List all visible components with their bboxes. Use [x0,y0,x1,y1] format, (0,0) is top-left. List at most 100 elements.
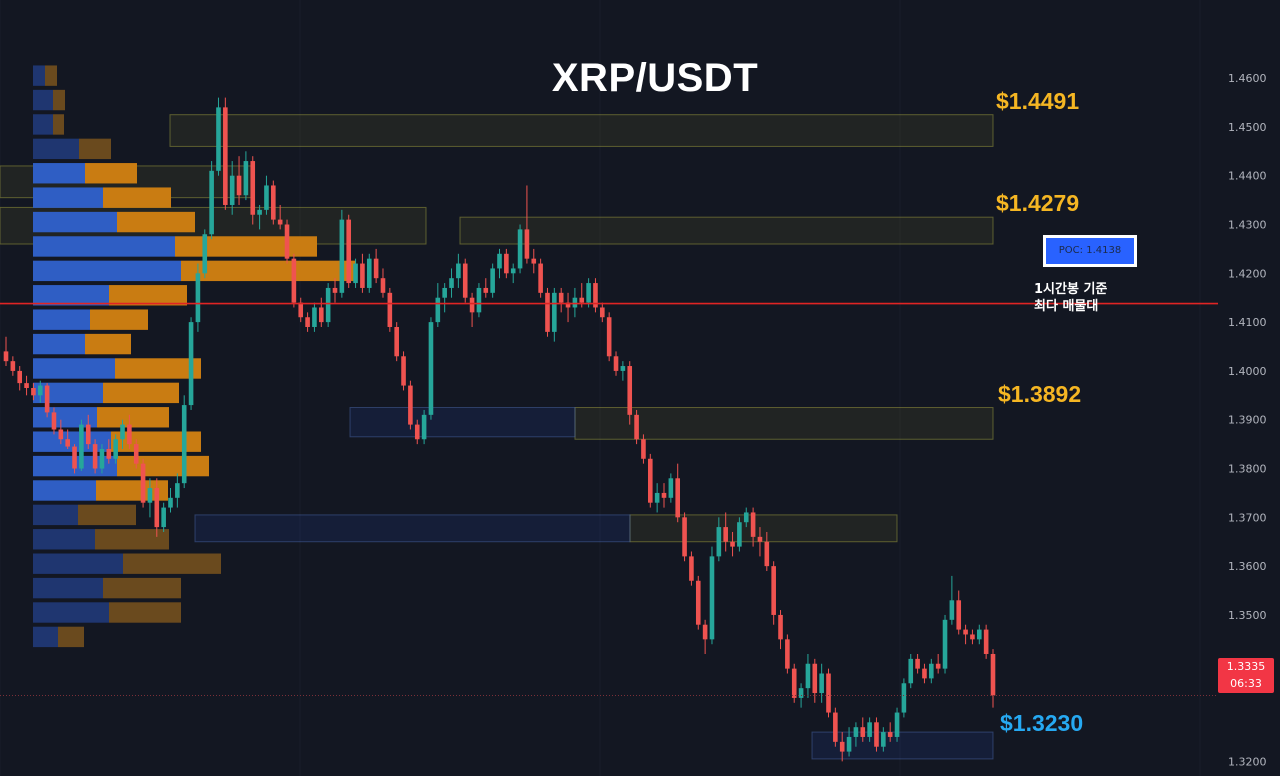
candle-body [579,297,585,303]
candle-body [887,732,893,737]
candle-body [366,258,372,288]
candle-body [271,185,276,220]
y-axis-tick-label: 1.3900 [1228,414,1267,427]
candle-body [805,663,811,689]
volume-profile-sell-bar [78,504,136,526]
volume-profile-buy-bar [33,114,53,135]
candle-body [195,273,201,323]
volume-profile-sell-bar [97,407,169,428]
candle-body [291,258,297,303]
candle-body [600,307,605,318]
volume-profile-buy-bar [33,163,85,184]
candle-body [545,292,550,332]
candle-body [990,653,996,696]
candle-body [785,639,790,669]
candle-body [531,258,537,264]
candle-body [517,229,523,269]
y-axis-tick-label: 1.4200 [1228,267,1267,280]
chart-title: XRP/USDT [551,56,759,100]
volume-profile-buy-bar [33,333,85,355]
candle-body [133,444,139,464]
volume-profile-buy-bar [33,285,109,306]
candle-body [51,412,57,430]
candle-body [428,322,434,415]
candle-body [620,366,626,371]
volume-profile-sell-bar [109,602,181,623]
candle-body [113,439,118,459]
candle-body [325,287,331,323]
volume-profile-sell-bar [103,577,181,599]
candle-body [442,287,447,298]
candle-body [586,283,591,303]
candle-body [216,107,221,171]
candle-body [661,492,667,498]
candle-body [723,527,728,542]
candle-body [79,424,84,469]
candle-body [874,722,879,747]
candle-body [709,556,715,640]
candle-body [408,385,413,425]
candle-body [483,287,489,293]
volume-profile-sell-bar [115,358,201,379]
candle-body [976,629,982,640]
candle-body [682,517,687,557]
candle-body [85,424,91,445]
volume-profile-sell-bar [53,114,64,135]
candle-body [140,463,146,503]
volume-profile-buy-bar [33,89,53,111]
candle-body [209,170,214,235]
poc-label-box: POC: 1.4138 [1043,235,1137,267]
candle-body [538,263,543,293]
volume-profile-buy-bar [33,553,123,574]
y-axis-tick-label: 1.3600 [1228,560,1267,573]
candle-body [510,268,516,274]
candle-body [695,580,701,625]
support-zone [811,731,994,760]
poc-annotation: 1시간봉 기준 최다 매물대 [1034,281,1107,315]
candle-body [380,278,386,293]
volume-profile-buy-bar [33,309,90,330]
candle-body [3,351,9,362]
candle-body [65,439,70,447]
candle-body [223,107,228,205]
y-axis-tick-label: 1.3800 [1228,463,1267,476]
candle-body [901,683,907,713]
volume-profile-sell-bar [95,529,169,550]
volume-profile-sell-bar [85,333,131,355]
support-zone [349,407,576,438]
candle-body [572,297,578,308]
candle-body [647,458,653,503]
candle-body [127,424,132,445]
candle-body [312,307,317,327]
volume-profile-buy-bar [33,211,117,233]
candle-body [339,219,345,293]
y-axis-tick-label: 1.4400 [1228,170,1267,183]
volume-profile-sell-bar [103,187,171,208]
candle-body [970,634,975,640]
candle-body [44,385,50,413]
candle-body [881,732,886,747]
candle-body [524,229,530,259]
level-label-1: $1.4491 [996,88,1080,114]
volume-profile-buy-bar [33,65,45,86]
volume-profile-sell-bar [181,260,356,282]
candle-body [58,429,64,440]
candle-body [72,446,77,469]
candle-body [305,317,310,327]
candle-body [737,522,742,547]
candle-body [469,297,475,313]
candle-body [10,361,16,371]
candle-body [298,302,304,318]
candle-body [552,292,557,332]
y-axis-tick-label: 1.4600 [1228,72,1267,85]
candle-body [421,414,427,440]
candle-body [168,497,173,508]
candle-body [24,383,29,388]
candle-body [394,326,399,357]
volume-profile-sell-bar [45,65,57,86]
current-price-tag: 1.3335 06:33 [1218,658,1274,693]
candle-body [791,668,797,698]
candle-body [908,658,914,684]
